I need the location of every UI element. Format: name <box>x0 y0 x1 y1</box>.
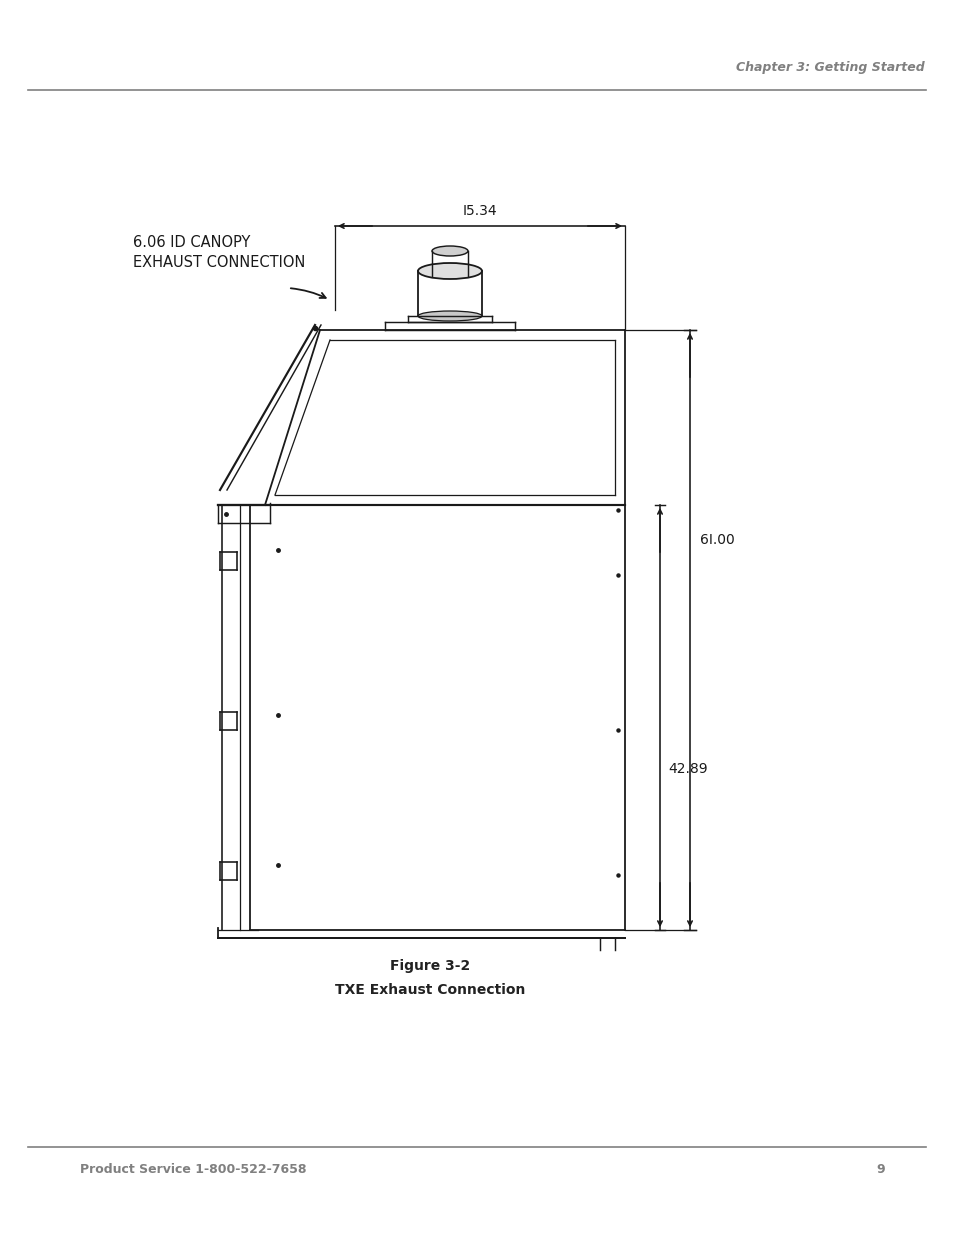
Ellipse shape <box>432 246 468 256</box>
Text: TXE Exhaust Connection: TXE Exhaust Connection <box>335 983 525 997</box>
Ellipse shape <box>417 263 481 279</box>
Text: 6I.00: 6I.00 <box>700 534 734 547</box>
Text: Figure 3-2: Figure 3-2 <box>390 960 470 973</box>
Ellipse shape <box>417 311 481 321</box>
Text: Chapter 3: Getting Started: Chapter 3: Getting Started <box>736 61 924 74</box>
Text: 9: 9 <box>875 1163 883 1176</box>
Text: I5.34: I5.34 <box>462 204 497 219</box>
Text: Product Service 1-800-522-7658: Product Service 1-800-522-7658 <box>80 1163 306 1176</box>
Text: 6.06 ID CANOPY
EXHAUST CONNECTION: 6.06 ID CANOPY EXHAUST CONNECTION <box>132 235 305 270</box>
Text: 42.89: 42.89 <box>667 762 707 776</box>
